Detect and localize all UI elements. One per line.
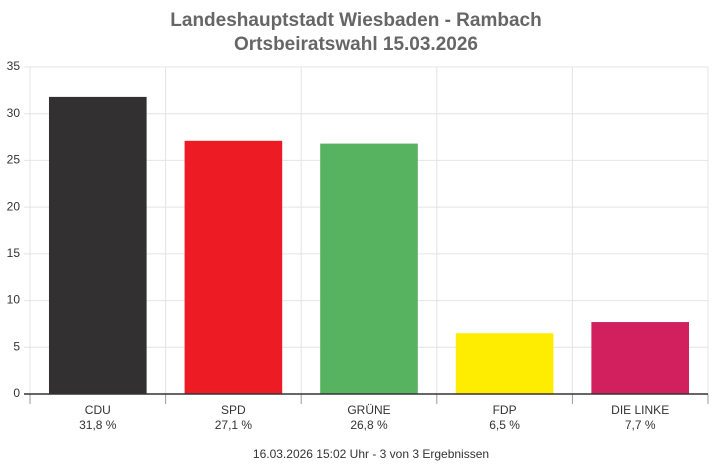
y-tick-label: 35 <box>7 59 21 73</box>
y-tick-label: 10 <box>7 293 21 307</box>
value-label: 26,8 % <box>350 418 388 432</box>
y-tick-label: 0 <box>13 386 20 400</box>
x-tick-label: GRÜNE <box>347 403 390 417</box>
x-tick-label: SPD <box>221 403 246 417</box>
chart-subtitle: Ortsbeiratswahl 15.03.2026 <box>234 34 478 55</box>
x-tick-label: FDP <box>493 403 517 417</box>
value-label: 6,5 % <box>489 418 520 432</box>
y-tick-label: 30 <box>7 106 21 120</box>
value-label: 27,1 % <box>215 418 253 432</box>
y-tick-label: 20 <box>7 199 21 213</box>
x-tick-label: CDU <box>85 403 111 417</box>
bar <box>320 143 418 394</box>
y-tick-label: 25 <box>7 153 21 167</box>
bar <box>455 333 554 394</box>
chart-title: Landeshauptstadt Wiesbaden - Rambach <box>170 10 541 31</box>
x-tick-label: DIE LINKE <box>611 403 669 417</box>
y-tick-label: 5 <box>13 339 20 353</box>
y-tick-label: 15 <box>7 246 21 260</box>
bar <box>591 322 690 394</box>
bar <box>48 96 147 394</box>
caption: 16.03.2026 15:02 Uhr - 3 von 3 Ergebniss… <box>253 447 489 461</box>
value-label: 31,8 % <box>79 418 117 432</box>
value-label: 7,7 % <box>625 418 656 432</box>
bar <box>184 140 283 394</box>
